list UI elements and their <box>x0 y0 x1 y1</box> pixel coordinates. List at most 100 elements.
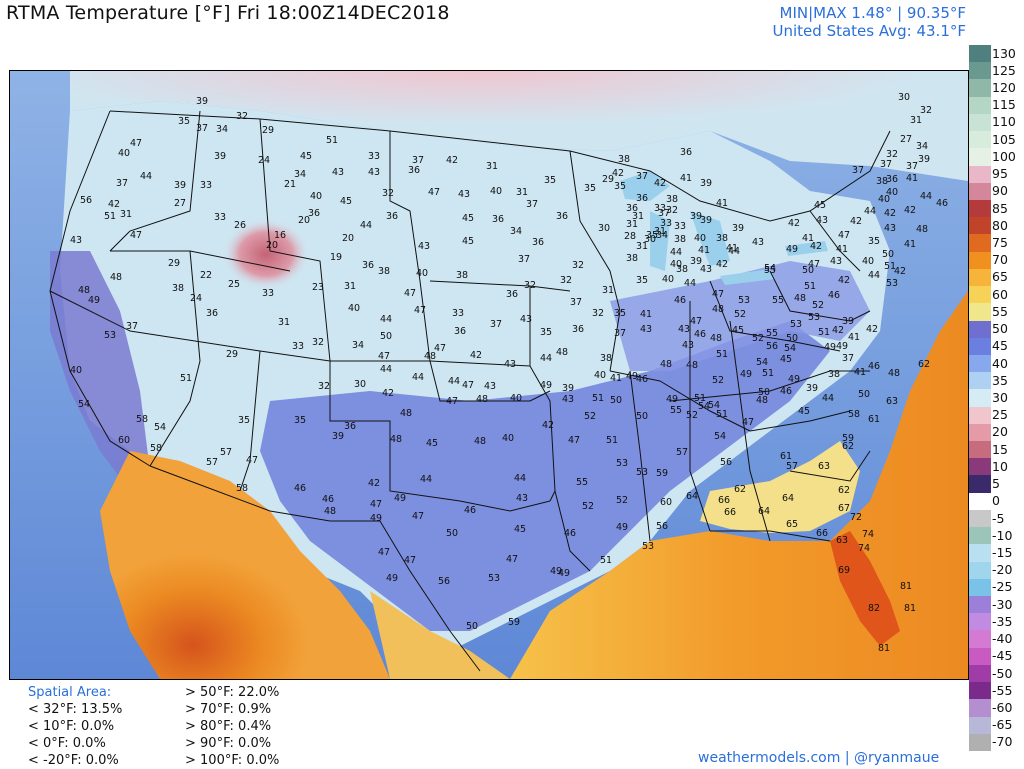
colorbar-swatch <box>969 682 991 700</box>
colorbar-label: 50 <box>992 321 1008 337</box>
temperature-value-label: 43 <box>700 264 712 275</box>
temperature-value-label: 56 <box>766 341 778 352</box>
temperature-value-label: 49 <box>836 341 848 352</box>
temperature-value-label: 53 <box>642 541 654 552</box>
temperature-value-label: 37 <box>658 208 670 219</box>
temperature-value-label: 53 <box>790 319 802 330</box>
legend-below-0: < 0°F: 0.0% <box>28 736 106 751</box>
temperature-value-label: 37 <box>126 321 138 332</box>
temperature-value-label: 48 <box>400 408 412 419</box>
temperature-value-label: 37 <box>526 199 538 210</box>
temperature-value-label: 43 <box>504 359 516 370</box>
temperature-value-label: 50 <box>466 621 478 632</box>
temperature-value-label: 47 <box>568 435 580 446</box>
temperature-value-label: 42 <box>654 178 666 189</box>
temperature-value-label: 37 <box>852 165 864 176</box>
temperature-value-label: 42 <box>716 259 728 270</box>
temperature-value-label: 30 <box>354 379 366 390</box>
temperature-value-label: 20 <box>342 233 354 244</box>
temperature-value-label: 33 <box>674 221 686 232</box>
temperature-value-label: 45 <box>426 438 438 449</box>
west-coast-region <box>50 251 150 491</box>
temperature-value-label: 47 <box>130 230 142 241</box>
temperature-value-label: 43 <box>752 237 764 248</box>
temperature-value-label: 49 <box>786 244 798 255</box>
temperature-value-label: 47 <box>742 417 754 428</box>
colorbar-swatch <box>969 148 991 167</box>
temperature-value-label: 53 <box>104 330 116 341</box>
temperature-value-label: 32 <box>560 275 572 286</box>
temperature-value-label: 42 <box>894 266 906 277</box>
temperature-value-label: 63 <box>836 535 848 546</box>
temperature-value-label: 51 <box>762 368 774 379</box>
temperature-value-label: 32 <box>318 381 330 392</box>
temperature-value-label: 31 <box>344 281 356 292</box>
temperature-value-label: 52 <box>582 501 594 512</box>
temperature-value-label: 39 <box>332 431 344 442</box>
temperature-value-label: 49 <box>370 513 382 524</box>
temperature-value-label: 58 <box>848 409 860 420</box>
temperature-value-label: 39 <box>174 180 186 191</box>
temperature-value-label: 32 <box>592 308 604 319</box>
temperature-value-label: 29 <box>262 125 274 136</box>
temperature-value-label: 39 <box>842 316 854 327</box>
temperature-value-label: 38 <box>600 353 612 364</box>
temperature-value-label: 50 <box>802 265 814 276</box>
temperature-value-label: 51 <box>694 393 706 404</box>
temperature-value-label: 45 <box>340 196 352 207</box>
temperature-value-label: 44 <box>514 473 526 484</box>
colorbar-label: 95 <box>992 166 1008 182</box>
temperature-value-label: 42 <box>108 199 120 210</box>
temperature-value-label: 62 <box>918 359 930 370</box>
temperature-value-label: 41 <box>836 244 848 255</box>
colorbar-label: 30 <box>992 390 1008 405</box>
temperature-value-label: 48 <box>110 272 122 283</box>
lake-superior <box>620 171 670 201</box>
temperature-value-label: 64 <box>686 491 698 502</box>
temperature-value-label: 47 <box>434 343 446 354</box>
colorbar-label: -45 <box>992 648 1013 664</box>
temperature-value-label: 64 <box>782 493 794 504</box>
temperature-value-label: 31 <box>636 241 648 252</box>
temperature-value-label: 51 <box>104 211 116 222</box>
colorbar-swatch <box>969 716 991 735</box>
temperature-value-label: 47 <box>414 305 426 316</box>
temperature-value-label: 43 <box>682 340 694 351</box>
temperature-value-label: 37 <box>906 161 918 172</box>
temperature-value-label: 28 <box>624 231 636 242</box>
temperature-value-label: 41 <box>680 173 692 184</box>
temperature-value-label: 56 <box>438 576 450 587</box>
temperature-map[interactable]: 39 32 35 37 34 29 51 47 40 39 24 45 33 37 42 31 37 44 39 33… <box>9 70 969 680</box>
temperature-value-label: 48 <box>390 434 402 445</box>
temperature-value-label: 48 <box>324 506 336 517</box>
temperature-value-label: 45 <box>814 200 826 211</box>
colorbar-swatch <box>969 165 991 184</box>
temperature-value-label: 40 <box>502 433 514 444</box>
temperature-value-label: 43 <box>884 223 896 234</box>
temperature-value-label: 42 <box>542 420 554 431</box>
temperature-value-label: 35 <box>614 181 626 192</box>
temperature-value-label: 66 <box>816 528 828 539</box>
colorbar-label: 0 <box>992 493 1000 509</box>
temperature-value-label: 51 <box>884 261 896 272</box>
temperature-value-label: 38 <box>716 233 728 244</box>
temperature-value-label: 62 <box>842 441 854 452</box>
temperature-value-label: 47 <box>404 555 416 566</box>
temperature-value-label: 41 <box>640 309 652 320</box>
temperature-value-label: 63 <box>818 461 830 472</box>
temperature-value-label: 55 <box>576 477 588 488</box>
temperature-value-label: 36 <box>680 147 692 158</box>
legend-heading: Spatial Area: <box>28 685 112 700</box>
credit-line[interactable]: weathermodels.com | @ryanmaue <box>698 750 940 766</box>
colorbar-swatch <box>969 664 991 683</box>
rockies-cold-patch <box>200 191 420 371</box>
temperature-value-label: 51 <box>818 327 830 338</box>
colorbar-label: 60 <box>992 286 1008 302</box>
colorbar-label: -60 <box>992 699 1013 715</box>
temperature-value-label: 41 <box>610 373 622 384</box>
legend-above-50: > 50°F: 22.0% <box>185 685 280 700</box>
temperature-value-label: 38 <box>172 283 184 294</box>
temperature-value-label: 51 <box>180 373 192 384</box>
temperature-value-label: 48 <box>476 394 488 405</box>
temperature-value-label: 44 <box>864 206 876 217</box>
